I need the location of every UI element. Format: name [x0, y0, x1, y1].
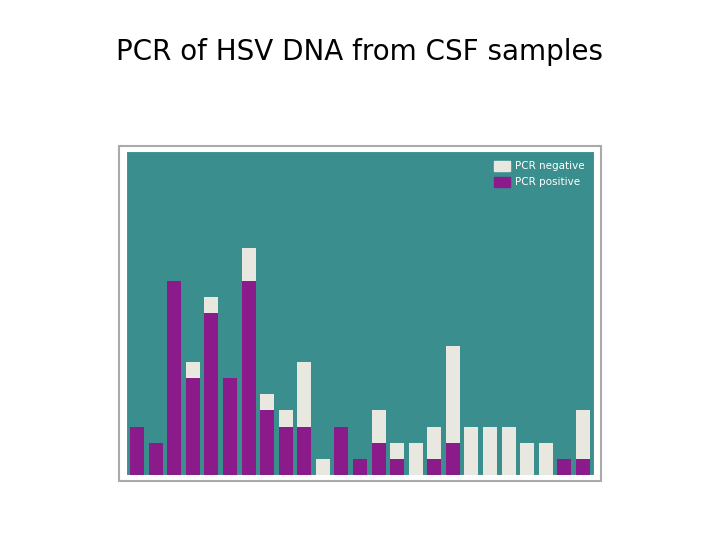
Text: PCR of HSV DNA from CSF samples: PCR of HSV DNA from CSF samples — [117, 38, 603, 66]
Bar — [353, 459, 367, 475]
Bar — [204, 313, 218, 475]
Bar — [186, 362, 200, 378]
Bar — [186, 378, 200, 475]
Bar — [446, 346, 460, 443]
Bar — [576, 459, 590, 475]
Bar — [576, 410, 590, 459]
Bar — [167, 281, 181, 475]
Bar — [242, 248, 256, 281]
Bar — [297, 362, 311, 427]
X-axis label: Days after onset of neurological symptoms: Days after onset of neurological symptom… — [240, 497, 480, 507]
Bar — [149, 443, 163, 475]
Bar — [372, 410, 385, 443]
Bar — [279, 410, 292, 427]
Bar — [446, 443, 460, 475]
Legend: PCR negative, PCR positive: PCR negative, PCR positive — [490, 157, 589, 192]
Bar — [223, 378, 237, 475]
Bar — [335, 427, 348, 475]
Bar — [260, 410, 274, 475]
Bar — [428, 427, 441, 459]
Bar — [557, 459, 571, 475]
Bar — [520, 443, 534, 475]
Bar — [428, 459, 441, 475]
Bar — [242, 281, 256, 475]
Bar — [390, 459, 404, 475]
Bar — [464, 427, 478, 475]
Bar — [297, 427, 311, 475]
Bar — [260, 394, 274, 410]
Bar — [539, 443, 553, 475]
Bar — [502, 427, 516, 475]
Bar — [130, 427, 144, 475]
Bar — [409, 443, 423, 475]
Bar — [483, 427, 497, 475]
Y-axis label: Number of CSF samples: Number of CSF samples — [92, 246, 102, 380]
Bar — [279, 427, 292, 475]
Bar — [390, 443, 404, 459]
Bar — [316, 459, 330, 475]
Bar — [204, 297, 218, 313]
Bar — [372, 443, 385, 475]
